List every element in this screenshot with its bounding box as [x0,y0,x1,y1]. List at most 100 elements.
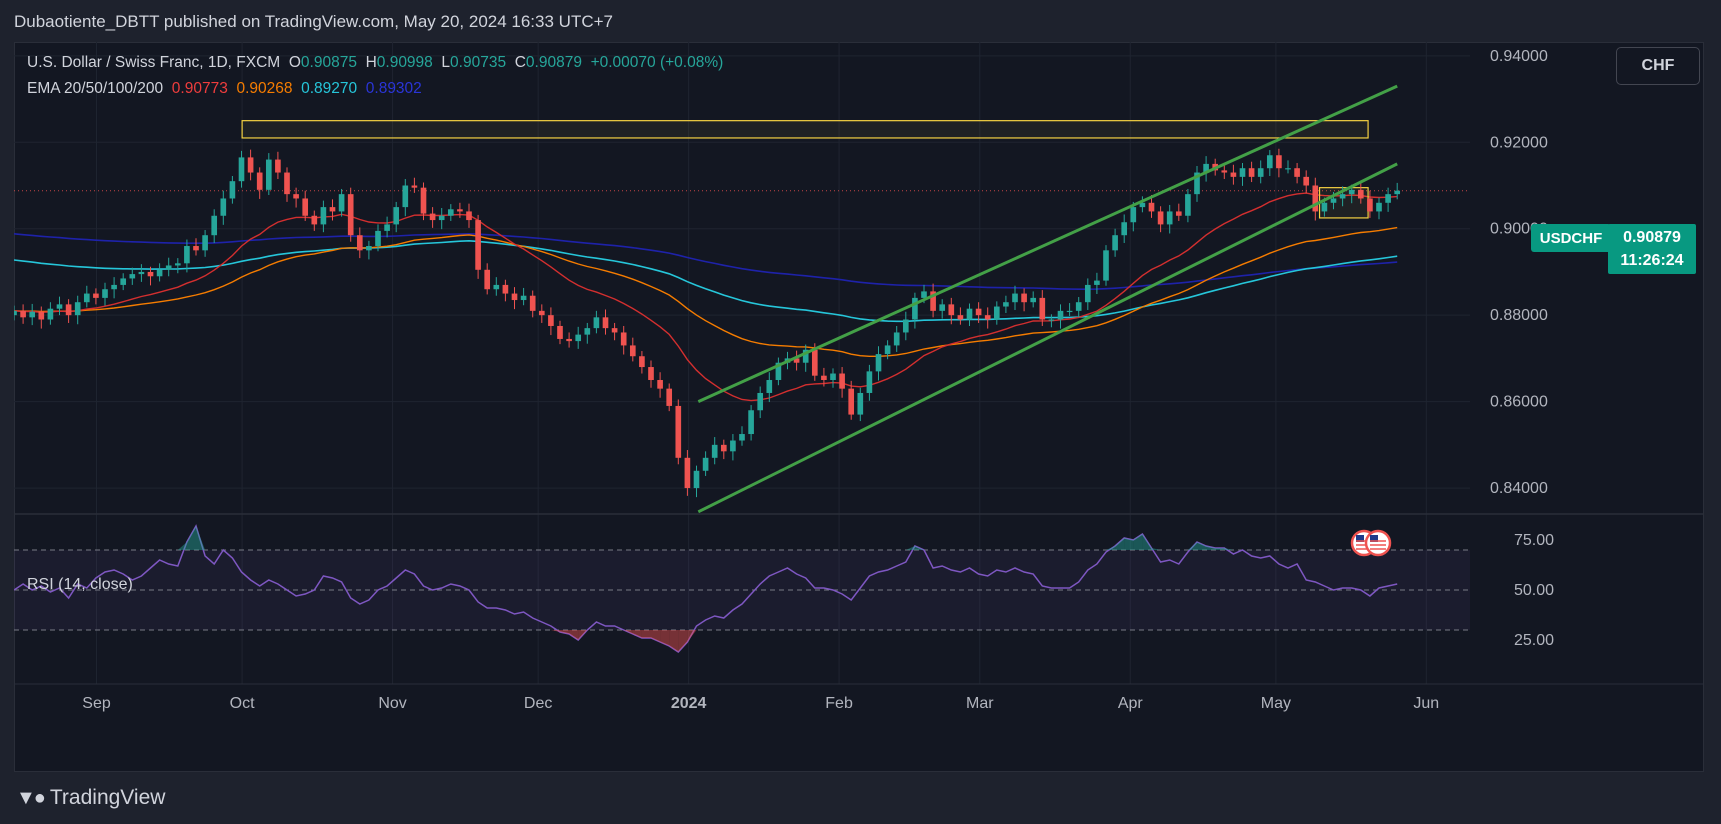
time-tick-label: Oct [230,695,255,712]
rsi-oversold-fill [678,630,688,652]
candle-body [56,304,63,309]
currency-button[interactable]: CHF [1616,47,1700,85]
candle-body [620,332,627,346]
candle-body [265,159,272,190]
rsi-overbought-fill [186,526,196,550]
candle-body [1066,310,1073,313]
l-label: L [441,54,451,71]
candle-body [1376,202,1382,212]
candle-body [1339,194,1346,199]
candle-body [557,325,563,339]
flag-canton [1356,535,1364,542]
candle-body [1148,202,1155,212]
candle-body [93,293,99,298]
candle-body [793,358,800,363]
candle-body [1230,172,1237,177]
rsi-oversold-fill [669,630,679,652]
time-tick-label: Apr [1118,695,1144,712]
rsi-overbought-fill [1142,534,1152,550]
candle-body [1394,190,1401,195]
candle-body [1103,250,1109,281]
candle-body [493,284,500,290]
candle-body [766,380,773,393]
rsi-line [14,524,1398,653]
candle-body [220,198,227,216]
candle-body [14,310,17,316]
candle-body [1030,297,1037,303]
rsi-label: RSI (14, close) [27,576,133,593]
rsi-overbought-fill [1197,542,1207,550]
candle-body [129,274,136,279]
candle-body [202,235,208,251]
candle-body [811,349,818,376]
candle-body [211,215,218,236]
candle-body [775,362,782,381]
rsi-overbought-fill [1187,542,1197,550]
candle-body [1139,202,1146,208]
candle-body [165,265,172,270]
candle-body [702,457,709,471]
time-tick-label: Dec [524,695,552,712]
candle-body [1357,189,1364,199]
candle-body [748,410,754,435]
candle-body [548,315,554,326]
candle-body [156,269,163,277]
published-line: Dubaotiente_DBTT published on TradingVie… [14,12,613,31]
candle-body [730,440,736,452]
candle-body [356,235,363,251]
price-tick-label: 0.88000 [1490,307,1548,324]
candle-body [848,388,855,415]
candle-body [1330,198,1337,203]
candle-body [902,319,909,333]
candle-body [311,215,318,225]
open-value: 0.90875 [300,54,357,71]
bar-countdown: 11:26:24 [1620,252,1684,269]
rsi-pane [14,524,1470,653]
candle-body [629,345,636,357]
candle-body [1112,235,1118,251]
price-tick-label: 0.86000 [1490,394,1548,411]
candle-body [320,207,327,225]
candle-body [20,310,26,318]
candle-body [1285,168,1291,170]
candle-body [884,345,891,355]
candle-body [138,271,145,275]
candle-body [757,392,764,411]
time-tick-label: May [1261,695,1291,712]
candle-body [1203,163,1209,173]
flag-canton [1370,535,1378,542]
h-label: H [365,54,377,71]
high-value: 0.90998 [376,54,433,71]
candle-body [29,311,36,318]
candle-body [38,311,45,320]
candle-body [238,157,245,182]
candles [14,148,1401,498]
rsi-tick-label: 75.00 [1514,532,1554,549]
candle-body [393,207,400,225]
rsi-oversold-fill [569,630,579,640]
rsi-oversold-fill [550,630,560,632]
candle-body [111,284,117,290]
chart-canvas[interactable]: 0.940000.920000.900000.880000.860000.840… [14,42,1704,772]
candle-body [921,291,927,298]
tradingview-logo-icon: ▼● [16,786,46,809]
candle-body [984,315,991,320]
tradingview-logo[interactable]: ▼● TradingView [16,786,165,810]
candle-body [529,295,536,311]
candle-body [74,302,81,316]
ema20-line [14,192,1398,402]
candle-body [1294,168,1300,177]
candle-body [1057,310,1064,320]
rsi-overbought-fill [905,546,915,550]
candle-body [420,187,427,214]
candle-body [657,380,663,389]
rsi-overbought-fill [196,526,206,550]
candle-body [1075,302,1082,311]
ema50-value: 0.90268 [236,80,293,97]
ema-label: EMA 20/50/100/200 [27,80,164,97]
candle-body [684,457,691,489]
candle-body [857,392,864,415]
candle-body [457,209,463,212]
candle-body [711,444,718,458]
candle-body [1157,211,1164,225]
